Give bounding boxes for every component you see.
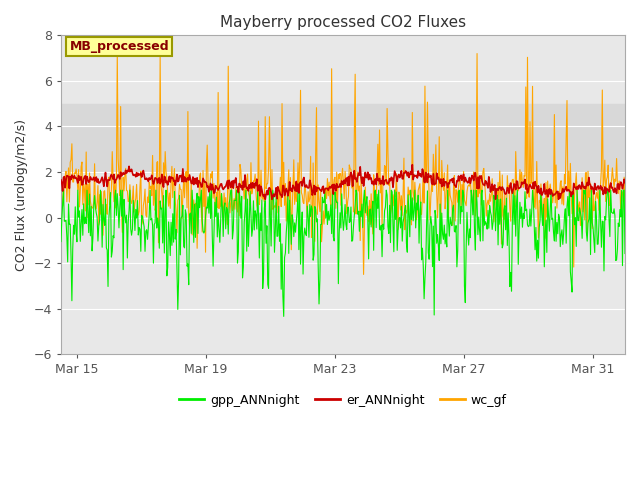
wc_gf: [570, 264, 577, 270]
Y-axis label: CO2 Flux (urology/m2/s): CO2 Flux (urology/m2/s): [15, 119, 28, 271]
er_ANNnight: [148, 178, 156, 183]
gpp_ANNnight: [60, 187, 67, 193]
wc_gf: [621, 204, 629, 210]
er_ANNnight: [534, 190, 541, 196]
wc_gf: [242, 201, 250, 207]
gpp_ANNnight: [534, 237, 541, 243]
gpp_ANNnight: [74, 187, 82, 193]
gpp_ANNnight: [621, 251, 629, 256]
er_ANNnight: [73, 177, 81, 182]
er_ANNnight: [207, 187, 215, 193]
Line: er_ANNnight: er_ANNnight: [61, 165, 625, 199]
Line: wc_gf: wc_gf: [61, 54, 625, 275]
wc_gf: [57, 183, 65, 189]
gpp_ANNnight: [150, 260, 157, 266]
wc_gf: [209, 168, 216, 174]
wc_gf: [73, 172, 81, 178]
wc_gf: [150, 203, 157, 208]
er_ANNnight: [570, 180, 577, 186]
Title: Mayberry processed CO2 Fluxes: Mayberry processed CO2 Fluxes: [220, 15, 466, 30]
wc_gf: [360, 272, 367, 277]
gpp_ANNnight: [570, 207, 577, 213]
er_ANNnight: [57, 177, 65, 183]
wc_gf: [534, 202, 541, 208]
Text: MB_processed: MB_processed: [69, 40, 169, 53]
gpp_ANNnight: [280, 313, 287, 319]
wc_gf: [113, 51, 121, 57]
gpp_ANNnight: [242, 187, 250, 193]
er_ANNnight: [241, 172, 249, 178]
Bar: [61, 104, 625, 172]
er_ANNnight: [261, 196, 269, 202]
Legend: gpp_ANNnight, er_ANNnight, wc_gf: gpp_ANNnight, er_ANNnight, wc_gf: [174, 389, 512, 412]
er_ANNnight: [408, 162, 416, 168]
er_ANNnight: [621, 180, 629, 185]
gpp_ANNnight: [57, 239, 65, 244]
Line: gpp_ANNnight: gpp_ANNnight: [61, 190, 625, 316]
gpp_ANNnight: [209, 233, 216, 239]
